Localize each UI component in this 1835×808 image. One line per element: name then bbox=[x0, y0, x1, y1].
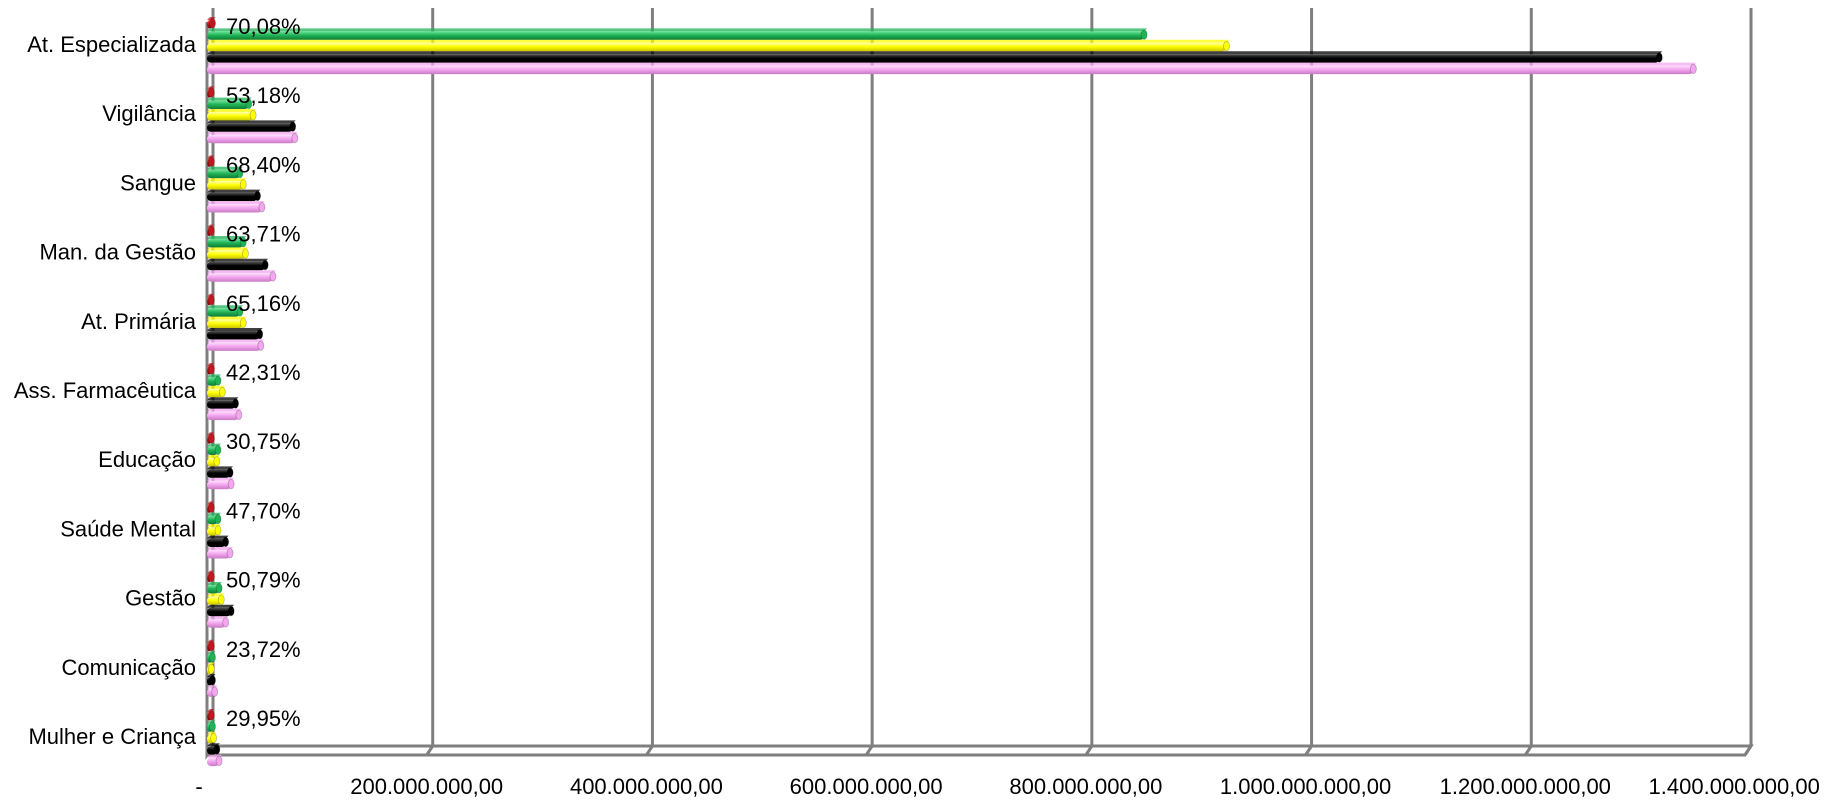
bar bbox=[207, 189, 261, 202]
x-tick-label: 1.200.000.000,00 bbox=[1440, 774, 1611, 799]
bar bbox=[207, 305, 244, 317]
category-label: At. Primária bbox=[81, 309, 197, 334]
data-label: 42,31% bbox=[226, 360, 301, 385]
bar bbox=[207, 709, 215, 721]
bar bbox=[207, 17, 216, 29]
gridlines bbox=[205, 8, 1753, 756]
bar bbox=[207, 443, 222, 456]
labels: At. Especializada 70,08% Vigilância 53,18% S… bbox=[14, 14, 1820, 799]
bar bbox=[207, 731, 217, 744]
bar bbox=[207, 293, 215, 306]
bar bbox=[207, 97, 253, 110]
data-label: 53,18% bbox=[226, 83, 301, 108]
category-label: Vigilância bbox=[102, 101, 197, 126]
bar bbox=[207, 316, 247, 329]
bar bbox=[207, 155, 215, 167]
x-tick-label: 600.000.000,00 bbox=[790, 774, 943, 799]
category-label: Saúde Mental bbox=[60, 516, 196, 541]
category-label: Mulher e Criança bbox=[28, 724, 196, 749]
x-tick-label: 1.400.000.000,00 bbox=[1649, 774, 1820, 799]
data-label: 65,16% bbox=[226, 291, 301, 316]
data-label: 50,79% bbox=[226, 568, 301, 593]
data-label: 70,08% bbox=[226, 14, 301, 39]
bar bbox=[207, 224, 215, 237]
bar bbox=[207, 743, 221, 755]
bar bbox=[207, 651, 216, 663]
category-label: Ass. Farmacêutica bbox=[14, 378, 197, 403]
bar bbox=[207, 51, 1663, 63]
x-tick-label: 800.000.000,00 bbox=[1009, 774, 1162, 799]
category-label: Educação bbox=[98, 447, 196, 472]
bar bbox=[207, 247, 249, 259]
data-label: 63,71% bbox=[226, 222, 301, 247]
bar bbox=[207, 385, 226, 398]
bar bbox=[207, 639, 215, 652]
bar bbox=[207, 270, 277, 282]
category-label: Sangue bbox=[120, 170, 196, 195]
bar bbox=[207, 408, 243, 421]
bar bbox=[207, 754, 223, 767]
bar bbox=[207, 662, 215, 675]
bar bbox=[207, 593, 225, 605]
bar bbox=[207, 374, 222, 386]
bar bbox=[207, 166, 244, 179]
bar bbox=[207, 258, 269, 271]
bar bbox=[207, 86, 215, 98]
bar bbox=[207, 39, 1230, 52]
category-label: Gestão bbox=[125, 586, 196, 611]
bar bbox=[207, 582, 223, 594]
bar bbox=[207, 685, 219, 697]
bar bbox=[207, 363, 215, 375]
bar bbox=[207, 616, 230, 628]
bar bbox=[207, 477, 235, 490]
axes bbox=[205, 8, 1754, 760]
bar bbox=[207, 501, 215, 513]
bar bbox=[207, 720, 216, 732]
data-label: 30,75% bbox=[226, 429, 301, 454]
x-tick-label: 1.000.000.000,00 bbox=[1220, 774, 1391, 799]
data-label: 47,70% bbox=[226, 498, 301, 523]
category-label: At. Especializada bbox=[27, 32, 197, 57]
bar bbox=[207, 201, 266, 213]
bar bbox=[207, 62, 1697, 75]
bar bbox=[207, 432, 215, 444]
x-tick-label: 200.000.000,00 bbox=[350, 774, 503, 799]
bar bbox=[207, 120, 297, 132]
bar bbox=[207, 28, 1148, 40]
bar bbox=[207, 109, 257, 121]
bar bbox=[207, 339, 265, 351]
data-label: 23,72% bbox=[226, 637, 301, 662]
bar bbox=[207, 178, 247, 190]
x-tick-label: 400.000.000,00 bbox=[570, 774, 723, 799]
bar bbox=[207, 570, 215, 583]
data-label: 68,40% bbox=[226, 152, 301, 177]
bar bbox=[207, 604, 235, 617]
x-axis bbox=[207, 744, 1754, 757]
bar bbox=[207, 547, 234, 559]
bar bbox=[207, 397, 239, 409]
data-label: 29,95% bbox=[226, 706, 301, 731]
bar bbox=[207, 236, 247, 248]
bar bbox=[207, 512, 222, 525]
bar bbox=[207, 524, 222, 536]
bars bbox=[207, 17, 1697, 767]
category-label: Comunicação bbox=[61, 655, 196, 680]
category-label: Man. da Gestão bbox=[39, 240, 196, 265]
bar bbox=[207, 131, 299, 144]
bar bbox=[207, 455, 221, 467]
bar bbox=[207, 674, 216, 686]
bar bbox=[207, 466, 234, 478]
x-tick-label: - bbox=[195, 774, 202, 799]
bar bbox=[207, 328, 264, 340]
bar bbox=[207, 535, 230, 548]
